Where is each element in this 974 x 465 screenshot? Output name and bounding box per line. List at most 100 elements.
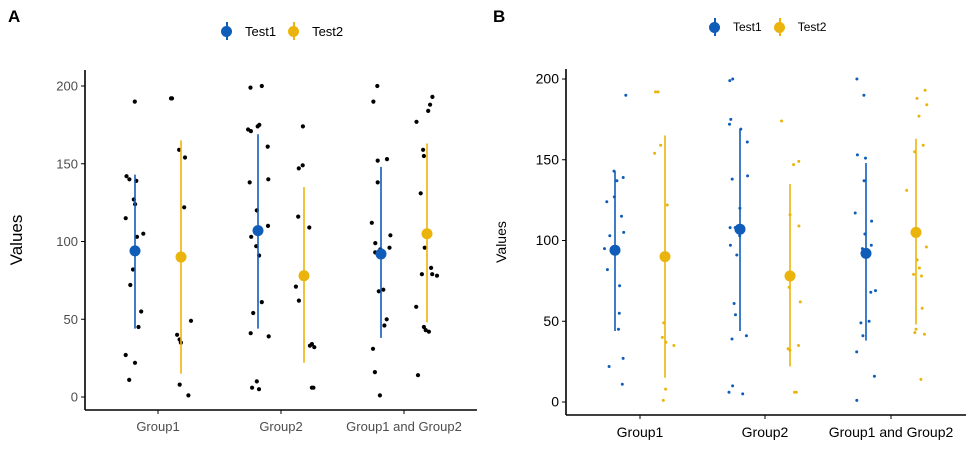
panel-b-data-point-test1 bbox=[621, 356, 625, 360]
panel-b-mean-point-test2 bbox=[659, 251, 671, 263]
panel-b-mean-point-test1 bbox=[609, 244, 621, 256]
panel-a-data-point-test1 bbox=[127, 177, 132, 182]
panel-a-data-point-test1 bbox=[255, 124, 260, 129]
panel-b-data-point-test1 bbox=[605, 200, 609, 204]
panel-b-x-tick-label: Group2 bbox=[742, 424, 789, 440]
panel-b-data-point-test1 bbox=[621, 176, 625, 179]
panel-a-data-point-test2 bbox=[428, 102, 433, 107]
panel-a-mean-point-test1 bbox=[252, 225, 264, 237]
panel-a-data-point-test2 bbox=[186, 393, 191, 398]
panel-b-data-point-test2 bbox=[923, 88, 927, 92]
panel-a-data-point-test1 bbox=[134, 234, 140, 239]
legend-item-test2: Test2 bbox=[286, 22, 343, 40]
panel-a-data-point-test2 bbox=[423, 328, 428, 333]
panel-b-data-point-test1 bbox=[874, 289, 877, 293]
panel-a-y-tick-label: 50 bbox=[64, 312, 78, 327]
panel-b-data-point-test1 bbox=[869, 290, 873, 294]
legend-key-test2-icon bbox=[286, 22, 302, 40]
panel-a-data-point-test2 bbox=[300, 163, 305, 168]
panel-b-data-point-test1 bbox=[745, 140, 749, 144]
panel-b-x-tick-label: Group1 and Group2 bbox=[829, 424, 954, 440]
panel-b-data-point-test2 bbox=[661, 398, 665, 402]
panel-b-data-point-test2 bbox=[917, 114, 921, 118]
panel-b-data-point-test1 bbox=[744, 334, 748, 338]
panel-b-data-point-test1 bbox=[618, 284, 622, 288]
panel-a-data-point-test1 bbox=[254, 379, 259, 384]
panel-a-data-point-test1 bbox=[136, 324, 141, 330]
panel-b-mean-point-test1 bbox=[734, 223, 746, 235]
panel-a-data-point-test2 bbox=[414, 304, 419, 309]
panel-b-data-point-test2 bbox=[905, 188, 909, 192]
panel-a-data-point-test2 bbox=[177, 147, 182, 152]
panel-b-data-point-test2 bbox=[660, 335, 664, 339]
legend-label-test2: Test2 bbox=[797, 20, 827, 34]
panel-a-data-point-test1 bbox=[266, 334, 271, 339]
panel-a-x-tick-label: Group2 bbox=[259, 419, 302, 434]
panel-a-data-point-test1 bbox=[376, 289, 381, 294]
panel-b-y-tick-label: 150 bbox=[536, 151, 560, 167]
panel-b-data-point-test1 bbox=[861, 334, 865, 338]
panel-b-data-point-test1 bbox=[620, 382, 624, 386]
panel-b-data-point-test1 bbox=[728, 79, 732, 83]
panel-b-data-point-test2 bbox=[798, 300, 802, 304]
panel-b-y-tick-label: 50 bbox=[543, 313, 559, 329]
panel-a-data-point-test1 bbox=[130, 267, 136, 272]
panel-b-data-point-test1 bbox=[855, 350, 859, 354]
panel-b-data-point-test2 bbox=[925, 103, 929, 107]
panel-b-data-point-test1 bbox=[617, 327, 620, 331]
panel-a-data-point-test1 bbox=[251, 310, 256, 316]
panel-a-data-point-test1 bbox=[384, 317, 389, 322]
panel-a-data-point-test1 bbox=[123, 216, 128, 221]
panel-a-data-point-test2 bbox=[177, 382, 182, 387]
panel-label-a: A bbox=[8, 7, 21, 26]
panel-a-data-point-test1 bbox=[373, 241, 378, 246]
panel-a-data-point-test2 bbox=[421, 153, 426, 159]
panel-a-y-tick-label: 100 bbox=[56, 234, 78, 249]
panel-b-data-point-test1 bbox=[615, 179, 619, 183]
panel-b-data-point-test1 bbox=[862, 93, 866, 97]
panel-a-data-point-test1 bbox=[124, 174, 129, 179]
panel-b-data-point-test1 bbox=[872, 374, 876, 378]
panel-b-x-tick-label: Group1 bbox=[617, 424, 664, 440]
panel-b-data-point-test1 bbox=[605, 268, 609, 272]
panel-b-data-point-test1 bbox=[746, 174, 750, 178]
panel-a-data-point-test2 bbox=[175, 332, 180, 337]
panel-b-data-point-test2 bbox=[921, 143, 925, 147]
panel-b-data-point-test1 bbox=[603, 247, 606, 251]
panel-a-mean-point-test2 bbox=[421, 228, 433, 240]
panel-b-data-point-test1 bbox=[734, 313, 737, 317]
panel-a-mean-point-test2 bbox=[175, 251, 187, 263]
panel-a-data-point-test2 bbox=[296, 214, 301, 219]
panel-b-data-point-test1 bbox=[732, 302, 736, 305]
panel-a-data-point-test2 bbox=[293, 284, 298, 289]
panel-a-data-point-test1 bbox=[377, 393, 382, 398]
panel-a-data-point-test1 bbox=[247, 180, 252, 185]
legend-label-test1: Test1 bbox=[245, 23, 277, 39]
panel-b-data-point-test1 bbox=[608, 234, 612, 238]
panel-b-data-point-test1 bbox=[731, 77, 735, 81]
panel-a-y-tick-label: 0 bbox=[71, 390, 78, 405]
panel-a-data-point-test2 bbox=[430, 272, 435, 277]
panel-b-data-point-test2 bbox=[656, 90, 660, 94]
panel-b-data-point-test1 bbox=[870, 219, 874, 223]
panel-a-y-tick-label: 200 bbox=[56, 79, 78, 94]
panel-b-data-point-test2 bbox=[917, 266, 921, 270]
legend-label-test1: Test1 bbox=[733, 20, 762, 34]
panel-b-data-point-test1 bbox=[853, 211, 857, 215]
panel-a-data-point-test2 bbox=[419, 272, 424, 277]
panel-a-data-point-test1 bbox=[132, 360, 138, 365]
panel-a-data-point-test1 bbox=[369, 220, 374, 225]
panel-a-data-point-test1 bbox=[141, 231, 146, 236]
legend-item-test2: Test2 bbox=[772, 18, 827, 36]
panel-b-data-point-test2 bbox=[915, 96, 919, 100]
panel-a-data-point-test2 bbox=[421, 147, 426, 152]
panel-a-data-point-test1 bbox=[249, 234, 254, 239]
panel-b-data-point-test1 bbox=[855, 77, 859, 81]
panel-a-data-point-test1 bbox=[256, 387, 262, 392]
panel-a-data-point-test2 bbox=[430, 94, 435, 99]
legend-item-test1: Test1 bbox=[219, 22, 276, 40]
panel-a-data-point-test2 bbox=[307, 225, 312, 230]
panel-b-data-point-test2 bbox=[920, 306, 924, 310]
panel-a-data-point-test2 bbox=[414, 119, 419, 124]
panel-a-data-point-test2 bbox=[415, 373, 421, 378]
